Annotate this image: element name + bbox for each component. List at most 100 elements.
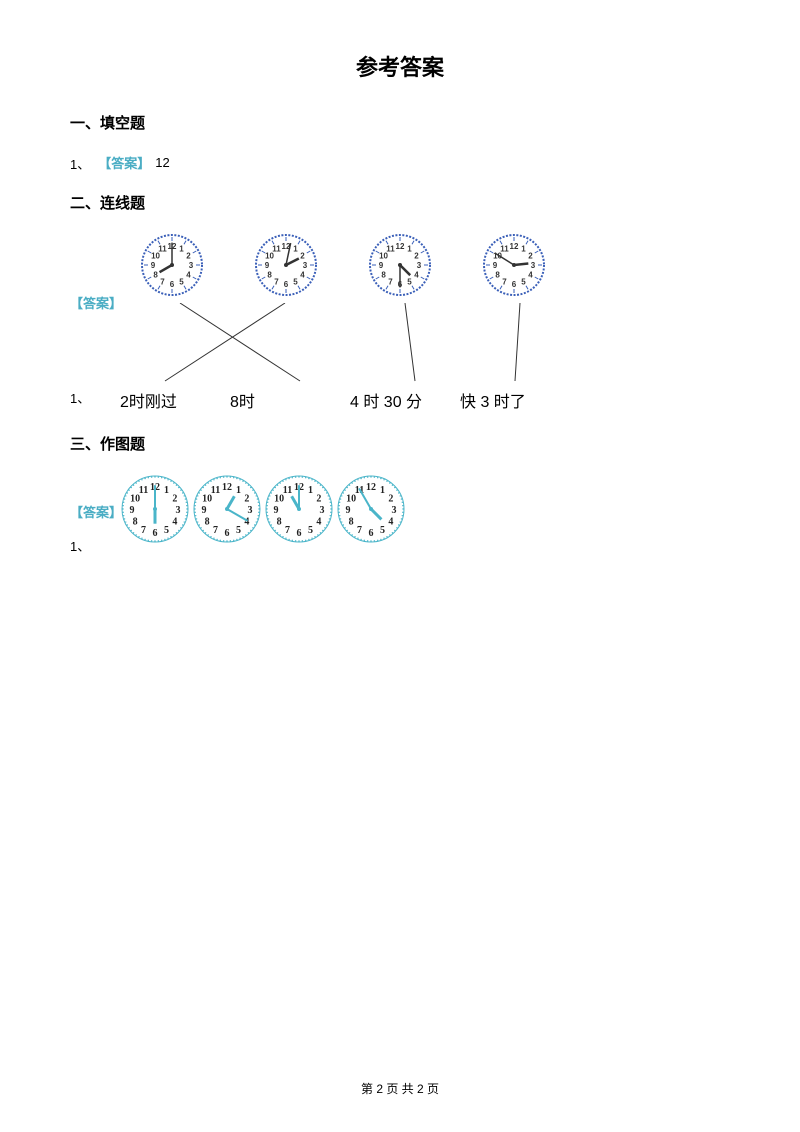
svg-text:4: 4	[316, 517, 321, 528]
svg-text:2: 2	[172, 494, 177, 505]
svg-text:8: 8	[381, 271, 386, 280]
section1-answer-row: 1、 【答案】 12	[70, 153, 730, 172]
svg-text:8: 8	[277, 517, 282, 528]
svg-text:11: 11	[386, 245, 395, 254]
svg-text:7: 7	[285, 525, 290, 536]
svg-text:8: 8	[133, 517, 138, 528]
clock-label: 8时	[230, 388, 255, 412]
svg-text:11: 11	[283, 485, 292, 496]
svg-text:4: 4	[186, 271, 191, 280]
svg-text:6: 6	[512, 280, 517, 289]
svg-text:8: 8	[205, 517, 210, 528]
svg-text:3: 3	[531, 261, 536, 270]
svg-text:7: 7	[502, 277, 507, 286]
svg-text:7: 7	[357, 525, 362, 536]
clock: 121234567891011	[192, 474, 262, 549]
svg-text:12: 12	[396, 242, 405, 251]
section2-heading: 二、连线题	[70, 192, 730, 213]
svg-text:2: 2	[244, 494, 249, 505]
clock-icon: 121234567891011	[336, 474, 406, 544]
svg-text:9: 9	[130, 505, 135, 516]
svg-text:6: 6	[170, 280, 175, 289]
svg-text:2: 2	[316, 494, 321, 505]
svg-text:5: 5	[236, 525, 241, 536]
svg-text:2: 2	[414, 252, 419, 261]
clock-icon: 121234567891011	[192, 474, 262, 544]
svg-text:7: 7	[274, 277, 279, 286]
clock-icon: 121234567891011	[140, 233, 204, 297]
connection-lines	[140, 303, 590, 393]
svg-text:11: 11	[500, 245, 509, 254]
clock-label: 快 3 时了	[460, 388, 526, 412]
section1-number: 1、	[70, 154, 90, 173]
svg-text:7: 7	[141, 525, 146, 536]
svg-text:6: 6	[225, 528, 230, 539]
svg-text:1: 1	[380, 485, 385, 496]
section3-content: 【答案】 1、 121234567891011 121234567891011 …	[70, 474, 730, 564]
svg-text:1: 1	[164, 485, 169, 496]
svg-text:9: 9	[274, 505, 279, 516]
svg-text:11: 11	[211, 485, 220, 496]
svg-text:1: 1	[407, 245, 412, 254]
section3-answer-label: 【答案】	[70, 502, 122, 521]
page-footer: 第 2 页 共 2 页	[0, 1080, 800, 1097]
clock: 121234567891011	[368, 233, 432, 302]
svg-text:1: 1	[521, 245, 526, 254]
clock: 121234567891011	[482, 233, 546, 302]
svg-text:11: 11	[158, 245, 167, 254]
clock-icon: 121234567891011	[368, 233, 432, 297]
svg-text:1: 1	[308, 485, 313, 496]
section3-number: 1、	[70, 536, 90, 555]
svg-text:8: 8	[349, 517, 354, 528]
clock: 121234567891011	[254, 233, 318, 302]
clock: 121234567891011	[264, 474, 334, 549]
section3-heading: 三、作图题	[70, 433, 730, 454]
clock: 121234567891011	[336, 474, 406, 549]
svg-text:2: 2	[388, 494, 393, 505]
svg-text:9: 9	[493, 261, 498, 270]
svg-text:3: 3	[392, 505, 397, 516]
clock-icon: 121234567891011	[120, 474, 190, 544]
svg-text:8: 8	[153, 271, 158, 280]
svg-text:5: 5	[179, 277, 184, 286]
svg-text:6: 6	[297, 528, 302, 539]
svg-text:3: 3	[176, 505, 181, 516]
section2-number: 1、	[70, 388, 90, 407]
clock: 121234567891011	[140, 233, 204, 302]
section2-answer-label: 【答案】	[70, 293, 122, 312]
svg-text:4: 4	[528, 271, 533, 280]
svg-text:4: 4	[300, 271, 305, 280]
svg-text:4: 4	[388, 517, 393, 528]
svg-text:3: 3	[248, 505, 253, 516]
svg-text:3: 3	[417, 261, 422, 270]
svg-text:9: 9	[202, 505, 207, 516]
section2-clocks: 121234567891011 121234567891011 12123456…	[140, 233, 730, 302]
svg-text:4: 4	[172, 517, 177, 528]
clock: 121234567891011	[120, 474, 190, 549]
clock-icon: 121234567891011	[254, 233, 318, 297]
svg-text:3: 3	[189, 261, 194, 270]
section3-clocks: 121234567891011 121234567891011 12123456…	[120, 474, 730, 549]
svg-text:9: 9	[346, 505, 351, 516]
svg-text:1: 1	[293, 245, 298, 254]
svg-text:11: 11	[272, 245, 281, 254]
svg-text:9: 9	[265, 261, 270, 270]
svg-text:12: 12	[222, 482, 232, 493]
svg-text:12: 12	[366, 482, 376, 493]
clock-icon: 121234567891011	[264, 474, 334, 544]
svg-text:12: 12	[510, 242, 519, 251]
svg-text:1: 1	[179, 245, 184, 254]
clock-label: 4 时 30 分	[350, 388, 422, 412]
svg-text:2: 2	[186, 252, 191, 261]
svg-text:5: 5	[380, 525, 385, 536]
svg-text:5: 5	[521, 277, 526, 286]
svg-text:2: 2	[300, 252, 305, 261]
clock-label: 2时刚过	[120, 388, 177, 412]
svg-text:2: 2	[528, 252, 533, 261]
svg-text:5: 5	[293, 277, 298, 286]
svg-text:8: 8	[495, 271, 500, 280]
svg-text:6: 6	[153, 528, 158, 539]
svg-text:8: 8	[267, 271, 272, 280]
svg-text:11: 11	[139, 485, 148, 496]
svg-text:4: 4	[414, 271, 419, 280]
